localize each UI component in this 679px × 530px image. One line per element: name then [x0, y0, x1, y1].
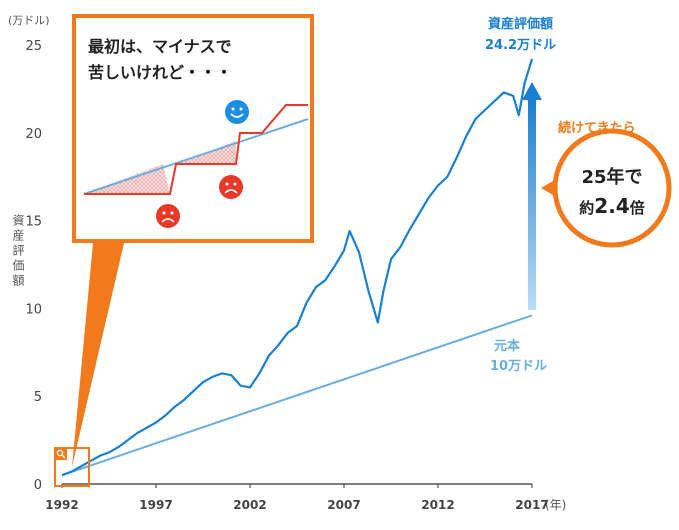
y-tick-label: 0 — [34, 478, 42, 493]
x-tick-label: 1997 — [139, 498, 172, 512]
y-axis-unit-label: (万ドル) — [8, 14, 50, 27]
principal-label-name: 元本 — [494, 338, 520, 354]
magnifier-icon-handle — [61, 454, 66, 459]
y-tick-label: 20 — [25, 127, 42, 142]
smile-icon — [225, 100, 249, 124]
x-tick-label: 2007 — [327, 498, 360, 512]
frown-icon — [219, 175, 243, 199]
x-tick-label: 2012 — [421, 498, 454, 512]
y-axis-label: 資産評価額 — [11, 214, 25, 289]
bubble-years-text: 25年で — [581, 166, 642, 188]
growth-arrow-head — [522, 82, 542, 100]
x-tick-label: 1992 — [45, 498, 78, 512]
y-tick-group: 0 5 10 15 20 25 — [25, 39, 42, 493]
asset-value-label-name: 資産評価額 — [488, 16, 553, 32]
multiplier-bubble — [552, 128, 672, 248]
y-tick-label: 5 — [34, 390, 42, 405]
x-tick-label: 2002 — [233, 498, 266, 512]
frown-icon — [156, 204, 180, 228]
inset-principal-line — [83, 118, 309, 195]
inset-asset-line — [84, 104, 308, 195]
asset-value-label-amount: 24.2万ドル — [485, 38, 556, 53]
asset-series-line — [61, 58, 534, 477]
y-tick-label: 25 — [25, 39, 42, 54]
x-tick-label: 2017 — [515, 498, 548, 512]
principal-series-line — [61, 314, 533, 477]
y-tick-label: 15 — [25, 215, 42, 230]
bubble-multiplier-text: 約2.4倍 — [579, 194, 644, 218]
bubble-suffix: 倍 — [630, 199, 645, 217]
zoom-connector — [72, 243, 124, 467]
bubble-prefix: 約 — [579, 199, 594, 217]
zoom-marker-tab — [55, 448, 67, 460]
inset-caption-line1: 最初は、マイナスで — [88, 37, 232, 56]
magnifier-icon — [56, 449, 64, 457]
x-axis-unit-label: (年) — [545, 498, 566, 512]
x-tick-group: 1992 1997 2002 2007 2012 2017 — [45, 484, 549, 512]
principal-label-amount: 10万ドル — [490, 359, 547, 374]
growth-arrow-shaft — [528, 100, 536, 310]
bubble-value: 2.4 — [594, 194, 629, 218]
y-tick-label: 10 — [25, 302, 42, 317]
zoom-marker-box — [54, 447, 90, 487]
inset-caption-line2: 苦しいけれど・・・ — [88, 63, 232, 82]
inset-box — [72, 14, 314, 243]
